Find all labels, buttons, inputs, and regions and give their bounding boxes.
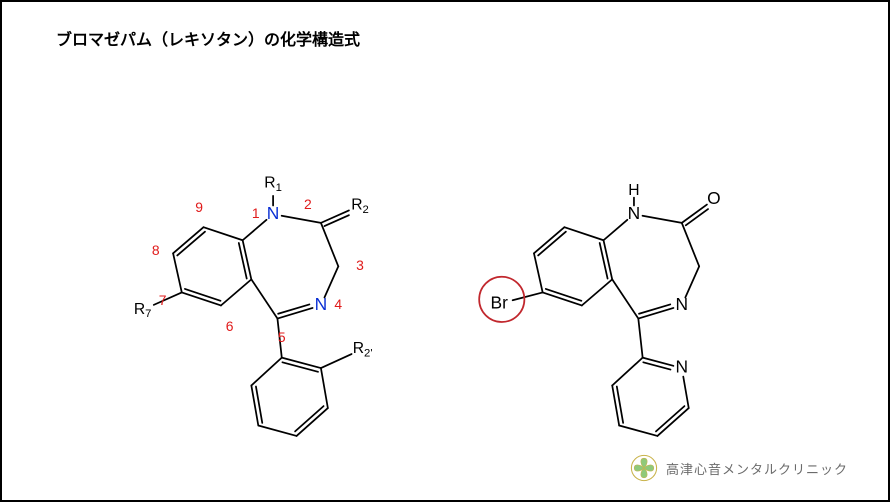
svg-text:3: 3 [356,257,364,273]
svg-text:H: H [628,182,639,199]
svg-text:R2: R2 [351,197,369,216]
svg-text:5: 5 [278,329,286,345]
svg-text:2: 2 [304,196,312,212]
clinic-logo-icon [630,454,658,482]
svg-text:N: N [676,357,689,377]
figure-title: ブロマゼパム（レキソタン）の化学構造式 [56,26,360,50]
footer-clinic-name: 高津心音メンタルクリニック [666,459,848,478]
svg-text:6: 6 [226,318,234,334]
svg-text:R1: R1 [264,175,282,194]
svg-text:8: 8 [152,242,160,258]
footer: 高津心音メンタルクリニック [630,454,848,482]
svg-text:R7: R7 [134,301,152,320]
svg-text:O: O [707,188,721,208]
left-structure: NNR1R2R7R2'123456789 [134,175,373,436]
right-structure: NHNONBr [479,182,721,436]
svg-text:9: 9 [195,199,203,215]
svg-text:1: 1 [252,205,260,221]
svg-text:4: 4 [334,296,342,312]
svg-text:N: N [676,294,689,314]
svg-text:Br: Br [490,292,508,312]
svg-text:R2': R2' [353,340,373,359]
figure-frame: ブロマゼパム（レキソタン）の化学構造式 N N R1 R2 R7 R2' 1 2 3 4 5 6 7 8 9… [0,0,890,502]
svg-text:7: 7 [159,292,167,308]
svg-text:N: N [315,294,328,314]
chemical-structures-svg: NNR1R2R7R2'123456789NHNONBr [2,62,890,462]
